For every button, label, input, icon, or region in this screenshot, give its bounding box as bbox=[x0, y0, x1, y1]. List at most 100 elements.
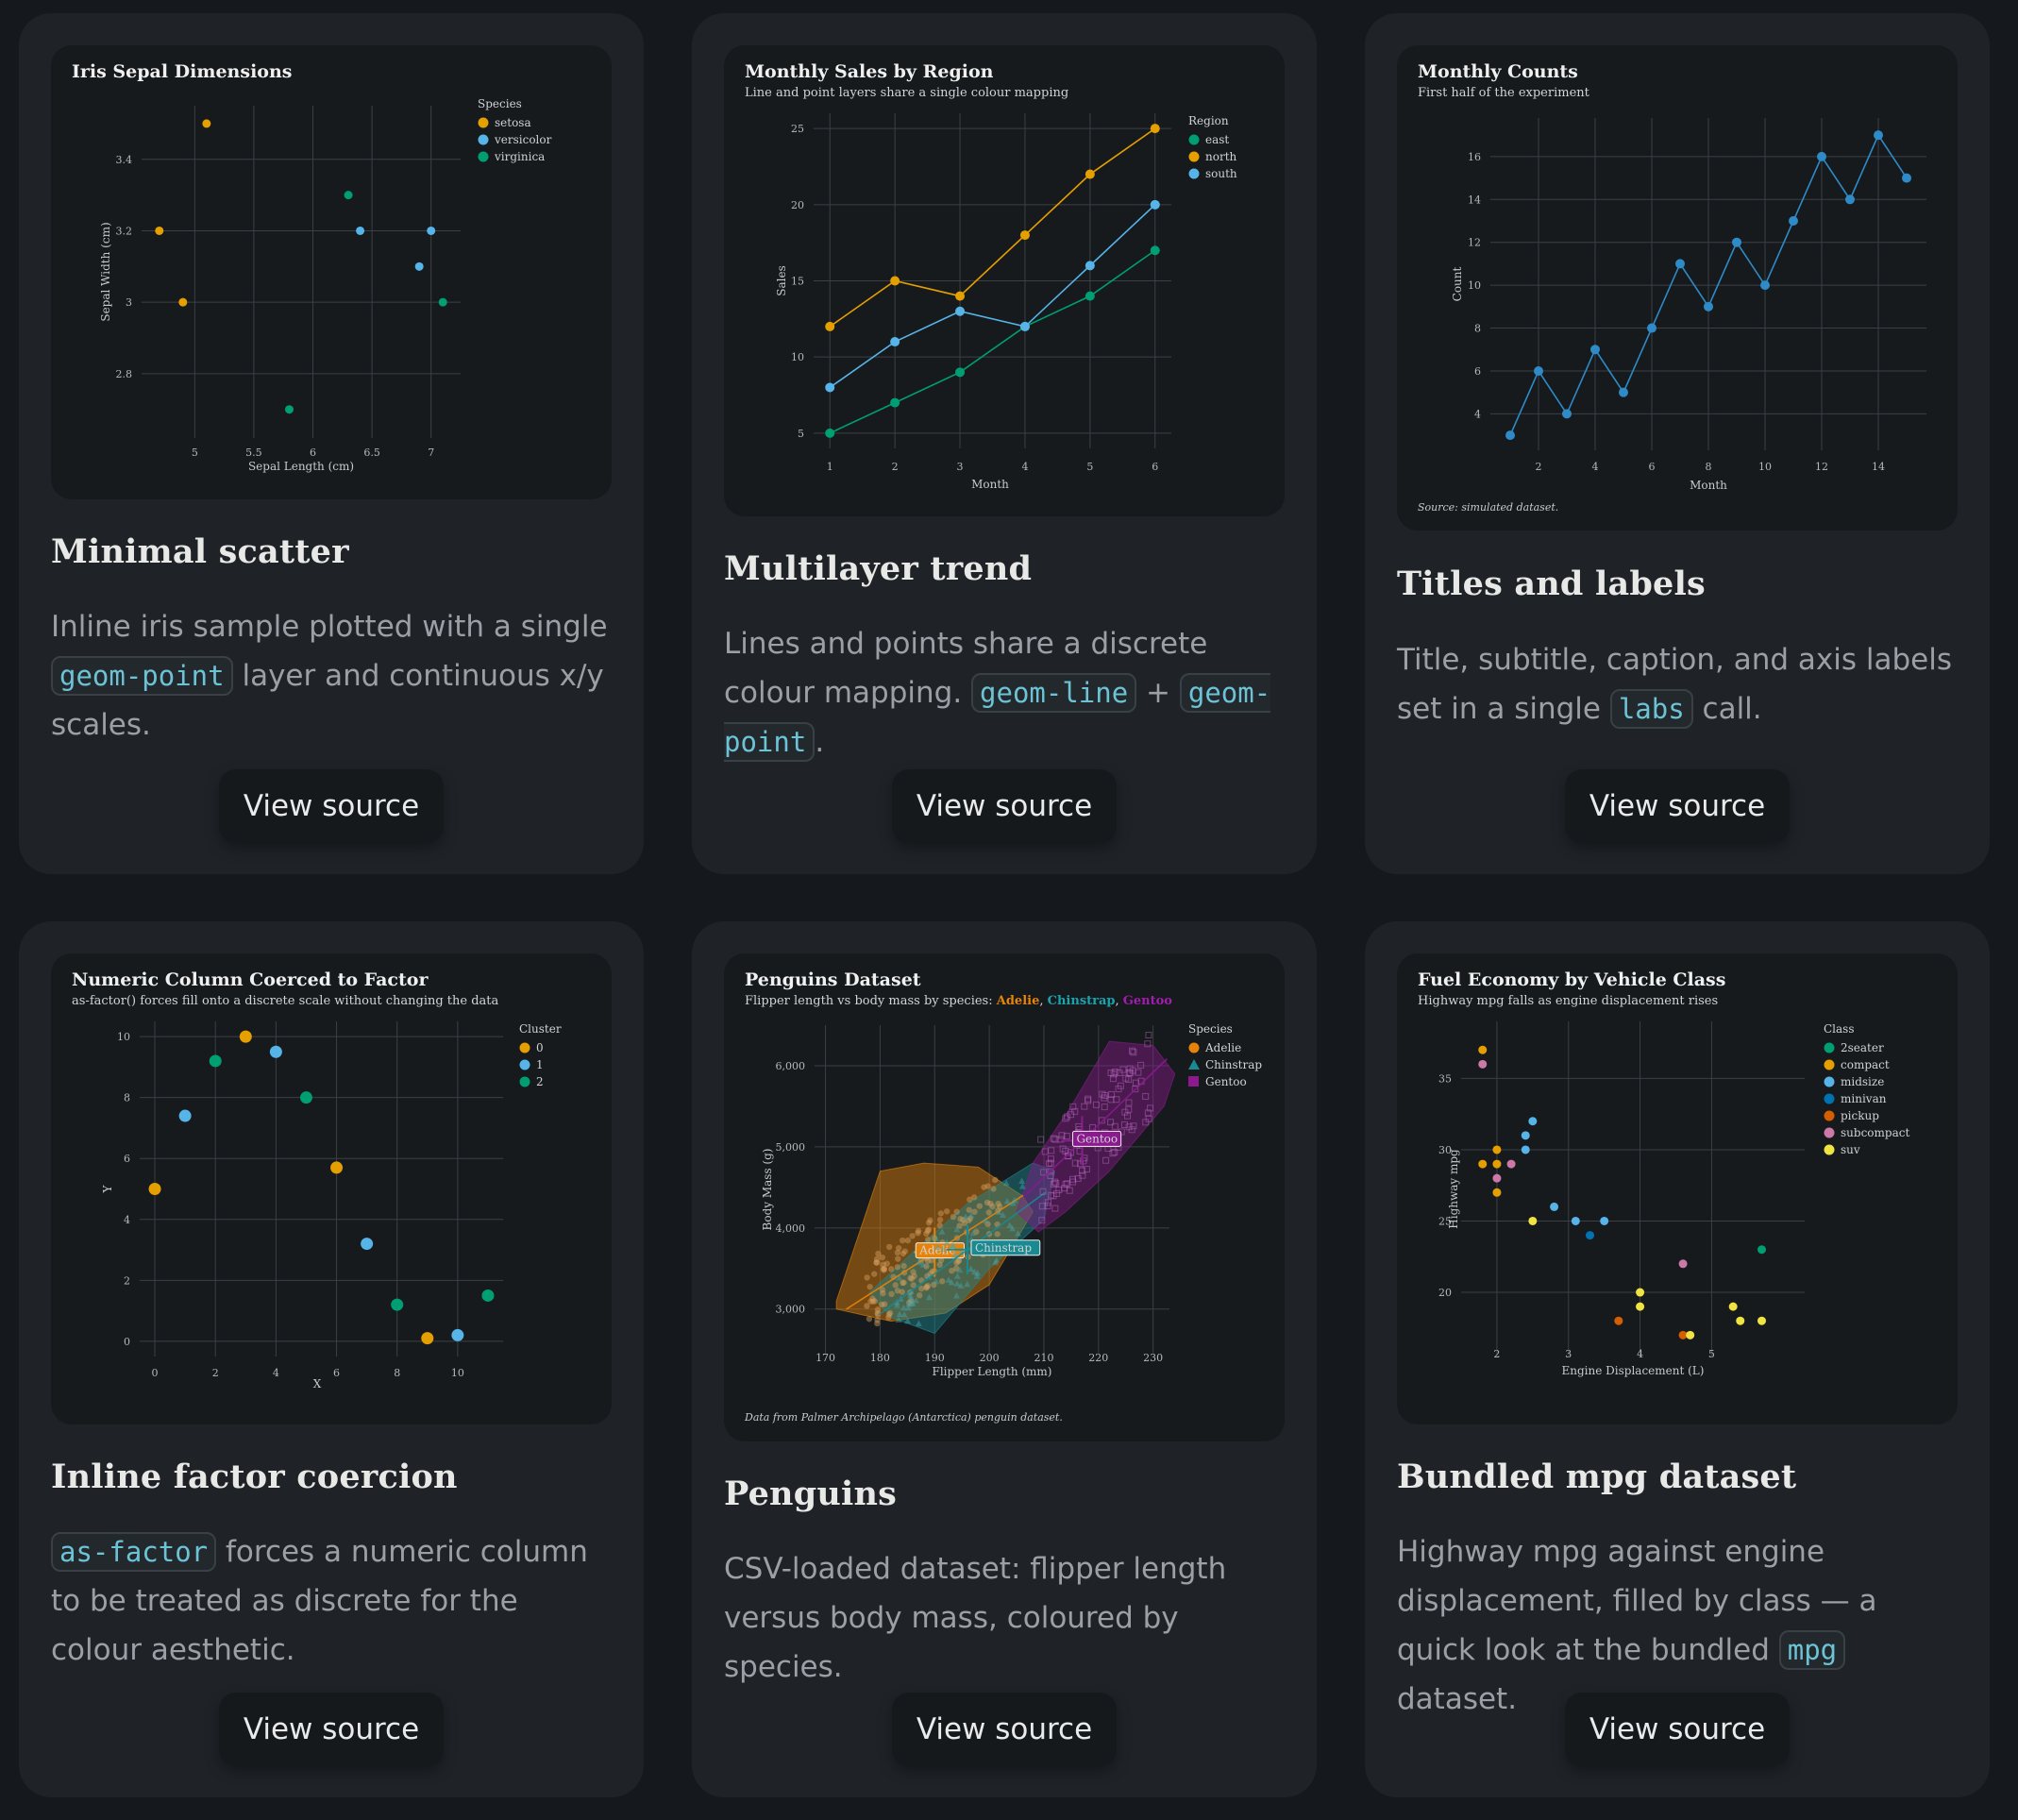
card-title: Titles and labels bbox=[1397, 565, 1706, 603]
data-point bbox=[356, 226, 365, 235]
legend-title: Species bbox=[478, 97, 522, 110]
x-tick-label: 3 bbox=[957, 461, 964, 473]
chart-svg: Monthly Sales by Region Line and point la… bbox=[745, 61, 1237, 491]
penguin-point bbox=[937, 1210, 945, 1217]
view-source-button[interactable]: View source bbox=[1565, 769, 1790, 843]
view-source-button[interactable]: View source bbox=[892, 1693, 1117, 1766]
data-point bbox=[1085, 291, 1095, 301]
card-description: Lines and points share a discrete colour… bbox=[724, 619, 1290, 767]
data-point bbox=[1150, 199, 1160, 210]
gallery-card-inline-factor-coercion: Numeric Column Coerced to Factor as-facto… bbox=[19, 921, 644, 1797]
view-source-button[interactable]: View source bbox=[1565, 1693, 1790, 1766]
data-point bbox=[284, 405, 294, 414]
data-point bbox=[1736, 1316, 1745, 1325]
label-box bbox=[970, 1239, 1041, 1256]
series-line bbox=[829, 204, 1156, 389]
view-source-button[interactable]: View source bbox=[219, 769, 444, 843]
penguin-point bbox=[1048, 1191, 1055, 1199]
penguin-point bbox=[936, 1222, 943, 1229]
x-tick-label: 14 bbox=[1872, 461, 1885, 473]
label-box bbox=[1071, 1130, 1122, 1147]
penguin-point bbox=[1039, 1188, 1047, 1195]
x-tick-label: 10 bbox=[1758, 461, 1772, 473]
penguin-point bbox=[900, 1237, 906, 1244]
legend-label: Chinstrap bbox=[1205, 1058, 1262, 1071]
data-point bbox=[1019, 321, 1030, 331]
chart-subtitle: First half of the experiment bbox=[1418, 86, 1590, 100]
penguin-point bbox=[982, 1217, 989, 1223]
legend-swatch bbox=[1824, 1093, 1835, 1104]
penguin-point bbox=[1129, 1067, 1136, 1074]
penguin-point bbox=[1011, 1196, 1018, 1204]
card-description: Inline iris sample plotted with a single… bbox=[51, 602, 617, 750]
penguin-point bbox=[967, 1265, 975, 1272]
penguin-point bbox=[964, 1280, 971, 1288]
penguin-point bbox=[1059, 1145, 1067, 1153]
data-point bbox=[1506, 1159, 1516, 1169]
penguin-point bbox=[869, 1295, 876, 1302]
penguin-point bbox=[961, 1220, 968, 1226]
data-point bbox=[1505, 430, 1515, 441]
penguin-point bbox=[874, 1311, 882, 1318]
card-title: Multilayer trend bbox=[724, 549, 1033, 588]
legend-swatch bbox=[519, 1042, 530, 1053]
chart-title: Fuel Economy by Vehicle Class bbox=[1418, 969, 1725, 990]
x-tick-label: 5 bbox=[1708, 1348, 1715, 1360]
view-source-button[interactable]: View source bbox=[219, 1693, 444, 1766]
penguin-point bbox=[880, 1266, 887, 1272]
data-point bbox=[427, 226, 436, 235]
penguin-point bbox=[1116, 1070, 1123, 1077]
data-point bbox=[438, 297, 447, 307]
penguin-point bbox=[984, 1183, 991, 1189]
penguin-point bbox=[1085, 1097, 1092, 1104]
penguin-point bbox=[948, 1278, 955, 1286]
penguin-point bbox=[1135, 1069, 1142, 1076]
legend-swatch bbox=[1824, 1144, 1835, 1155]
legend-swatch bbox=[1824, 1042, 1835, 1053]
penguin-point bbox=[1058, 1132, 1066, 1139]
penguin-point bbox=[867, 1298, 874, 1305]
data-point bbox=[1492, 1145, 1502, 1154]
penguin-point bbox=[1112, 1068, 1119, 1075]
data-point bbox=[1789, 216, 1798, 227]
penguin-point bbox=[1126, 1065, 1134, 1072]
penguin-point bbox=[1101, 1091, 1109, 1099]
x-tick-label: 6 bbox=[1649, 461, 1656, 473]
penguin-point bbox=[1009, 1200, 1017, 1206]
y-tick-label: 10 bbox=[117, 1031, 130, 1043]
x-tick-label: 4 bbox=[273, 1367, 279, 1379]
chart-caption: Source: simulated dataset. bbox=[1418, 501, 1558, 514]
x-tick-label: 12 bbox=[1815, 461, 1828, 473]
x-tick-label: 6.5 bbox=[363, 447, 380, 459]
legend-label: 0 bbox=[536, 1041, 544, 1054]
y-tick-label: 20 bbox=[791, 199, 804, 211]
data-point bbox=[1586, 1231, 1594, 1240]
data-point bbox=[414, 261, 424, 271]
grid bbox=[1490, 118, 1926, 450]
penguin-point bbox=[1061, 1185, 1068, 1192]
legend-label: north bbox=[1205, 150, 1237, 163]
data-point bbox=[890, 397, 900, 408]
data-point bbox=[155, 226, 164, 235]
data-point bbox=[1817, 151, 1826, 161]
legend-swatch bbox=[1824, 1059, 1835, 1070]
y-tick-label: 16 bbox=[1468, 151, 1481, 163]
penguin-point bbox=[987, 1200, 994, 1207]
penguin-point bbox=[1108, 1090, 1116, 1098]
penguin-point bbox=[866, 1283, 873, 1290]
desc-text: + bbox=[1136, 676, 1180, 710]
y-tick-label: 6 bbox=[1474, 365, 1481, 378]
data-point bbox=[1492, 1159, 1502, 1169]
view-source-button[interactable]: View source bbox=[892, 769, 1117, 843]
penguin-point bbox=[917, 1285, 925, 1292]
data-point bbox=[825, 428, 835, 438]
data-point bbox=[451, 1328, 464, 1341]
penguin-point bbox=[886, 1243, 893, 1251]
grid bbox=[140, 1021, 503, 1357]
y-axis-label: Highway mpg bbox=[1447, 1149, 1460, 1229]
penguin-point bbox=[904, 1317, 912, 1324]
subtitle-part: , bbox=[1039, 994, 1047, 1008]
y-tick-label: 2.8 bbox=[116, 368, 133, 380]
penguin-point bbox=[909, 1233, 916, 1239]
penguin-point bbox=[955, 1256, 963, 1264]
